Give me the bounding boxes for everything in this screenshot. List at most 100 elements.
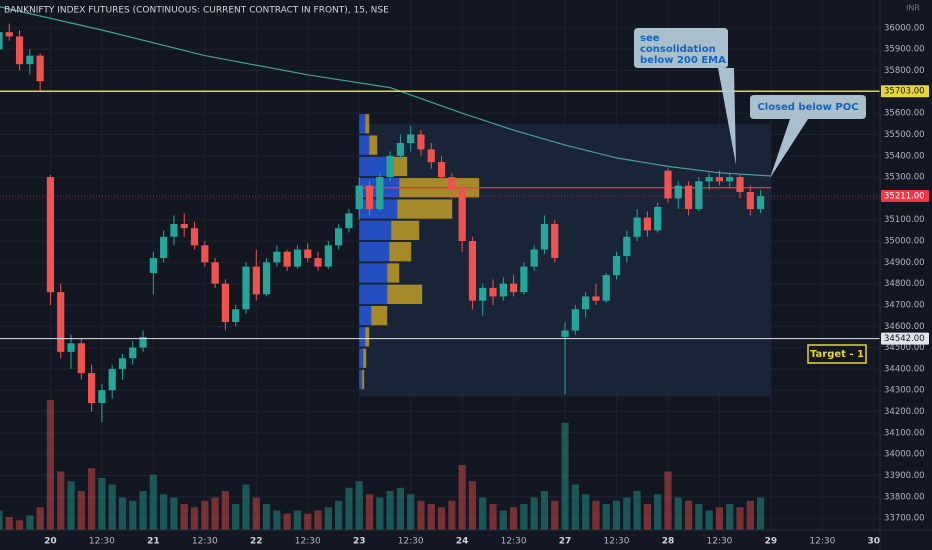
candle-body (695, 181, 703, 210)
volume-bar (458, 465, 466, 530)
volume-bar (695, 504, 703, 530)
price-label: 35211.00 (884, 192, 925, 202)
price-label: 34542.00 (884, 334, 925, 344)
x-tick-label: 30 (868, 537, 881, 547)
candle-body (304, 249, 312, 259)
candle-body (530, 249, 538, 267)
candle-body (396, 142, 404, 156)
profile-up (359, 369, 363, 390)
candle-body (190, 228, 199, 246)
volume-bar (427, 504, 435, 530)
currency-label: INR (906, 4, 920, 13)
x-tick-label: 23 (353, 537, 366, 547)
volume-bar (335, 500, 343, 530)
volume-bar (314, 510, 322, 530)
y-tick-label: 35600.00 (884, 109, 925, 119)
candle-body (468, 241, 477, 301)
price-label-bg (881, 85, 929, 98)
candle-body (746, 192, 754, 210)
candle-body (118, 358, 127, 369)
candle-body (386, 155, 394, 178)
volume-bar (160, 494, 168, 530)
volume-bar (98, 478, 106, 530)
candle-body (715, 177, 724, 182)
profile-up (359, 348, 364, 368)
candle-body (479, 287, 487, 301)
volume-bar (170, 497, 178, 530)
candle-body (489, 287, 497, 297)
volume-bar (468, 481, 477, 530)
volume-bar (262, 504, 271, 530)
volume-bar (489, 504, 497, 530)
candle-body (736, 177, 744, 193)
y-tick-label: 34800.00 (884, 279, 925, 289)
x-tick-label: 12:30 (89, 537, 115, 547)
x-tick-label: 22 (250, 537, 263, 547)
x-tick-label: 12:30 (501, 537, 527, 547)
callout-box (750, 95, 866, 178)
candle-body (407, 134, 415, 143)
candle-body (592, 296, 600, 301)
candle-body (293, 249, 302, 267)
y-tick-label: 35500.00 (884, 130, 925, 140)
volume-bar (36, 507, 44, 530)
volume-bar (571, 484, 579, 530)
volume-bar (376, 497, 384, 530)
candle-body (221, 283, 230, 323)
y-tick-label: 34200.00 (884, 407, 925, 417)
x-tick-label: 12:30 (192, 537, 218, 547)
profile-down (371, 305, 388, 326)
candle-body (201, 245, 209, 263)
candle-body (623, 236, 631, 256)
candle-body (437, 162, 446, 178)
volume-bar (15, 520, 24, 530)
candle-body (242, 266, 250, 310)
candle-body (726, 177, 734, 182)
candle-body (571, 309, 579, 331)
candle-body (273, 251, 281, 263)
candle-body (674, 185, 682, 199)
price-label: 35703.00 (884, 87, 925, 97)
x-tick-label: 12:30 (604, 537, 630, 547)
profile-up (359, 156, 388, 177)
volume-bar (118, 497, 127, 530)
profile-down (369, 135, 378, 155)
volume-bar (746, 500, 754, 530)
volume-bar (149, 474, 157, 530)
y-tick-label: 35900.00 (884, 45, 925, 55)
volume-bar (180, 504, 188, 530)
volume-bar (612, 500, 621, 530)
volume-bar (602, 504, 610, 530)
y-tick-label: 34400.00 (884, 364, 925, 374)
candle-body (26, 55, 34, 65)
volume-bar (26, 515, 34, 530)
candle-body (67, 343, 75, 352)
volume-bar (654, 494, 662, 530)
volume-bar (304, 513, 312, 530)
candle-body (654, 206, 662, 231)
volume-bar (396, 487, 404, 530)
y-tick-label: 34000.00 (884, 450, 925, 460)
candle-body (252, 266, 260, 295)
volume-bar (530, 497, 538, 530)
profile-up (359, 220, 392, 241)
volume-bar (5, 517, 13, 530)
volume-bar (664, 471, 672, 530)
volume-bar (88, 468, 96, 530)
x-tick-label: 29 (765, 537, 778, 547)
candle-body (499, 283, 507, 297)
volume-bar (190, 507, 199, 530)
candle-body (643, 217, 651, 231)
volume-bar (365, 494, 374, 530)
candle-body (170, 223, 178, 237)
x-tick-label: 12:30 (809, 537, 835, 547)
candle-body (757, 196, 765, 210)
candle-body (98, 390, 106, 403)
candle-body (365, 185, 374, 210)
candle-body (355, 185, 363, 210)
volume-bar (674, 497, 682, 530)
profile-down (365, 114, 370, 134)
y-tick-label: 35300.00 (884, 173, 925, 183)
volume-bar (46, 400, 55, 530)
